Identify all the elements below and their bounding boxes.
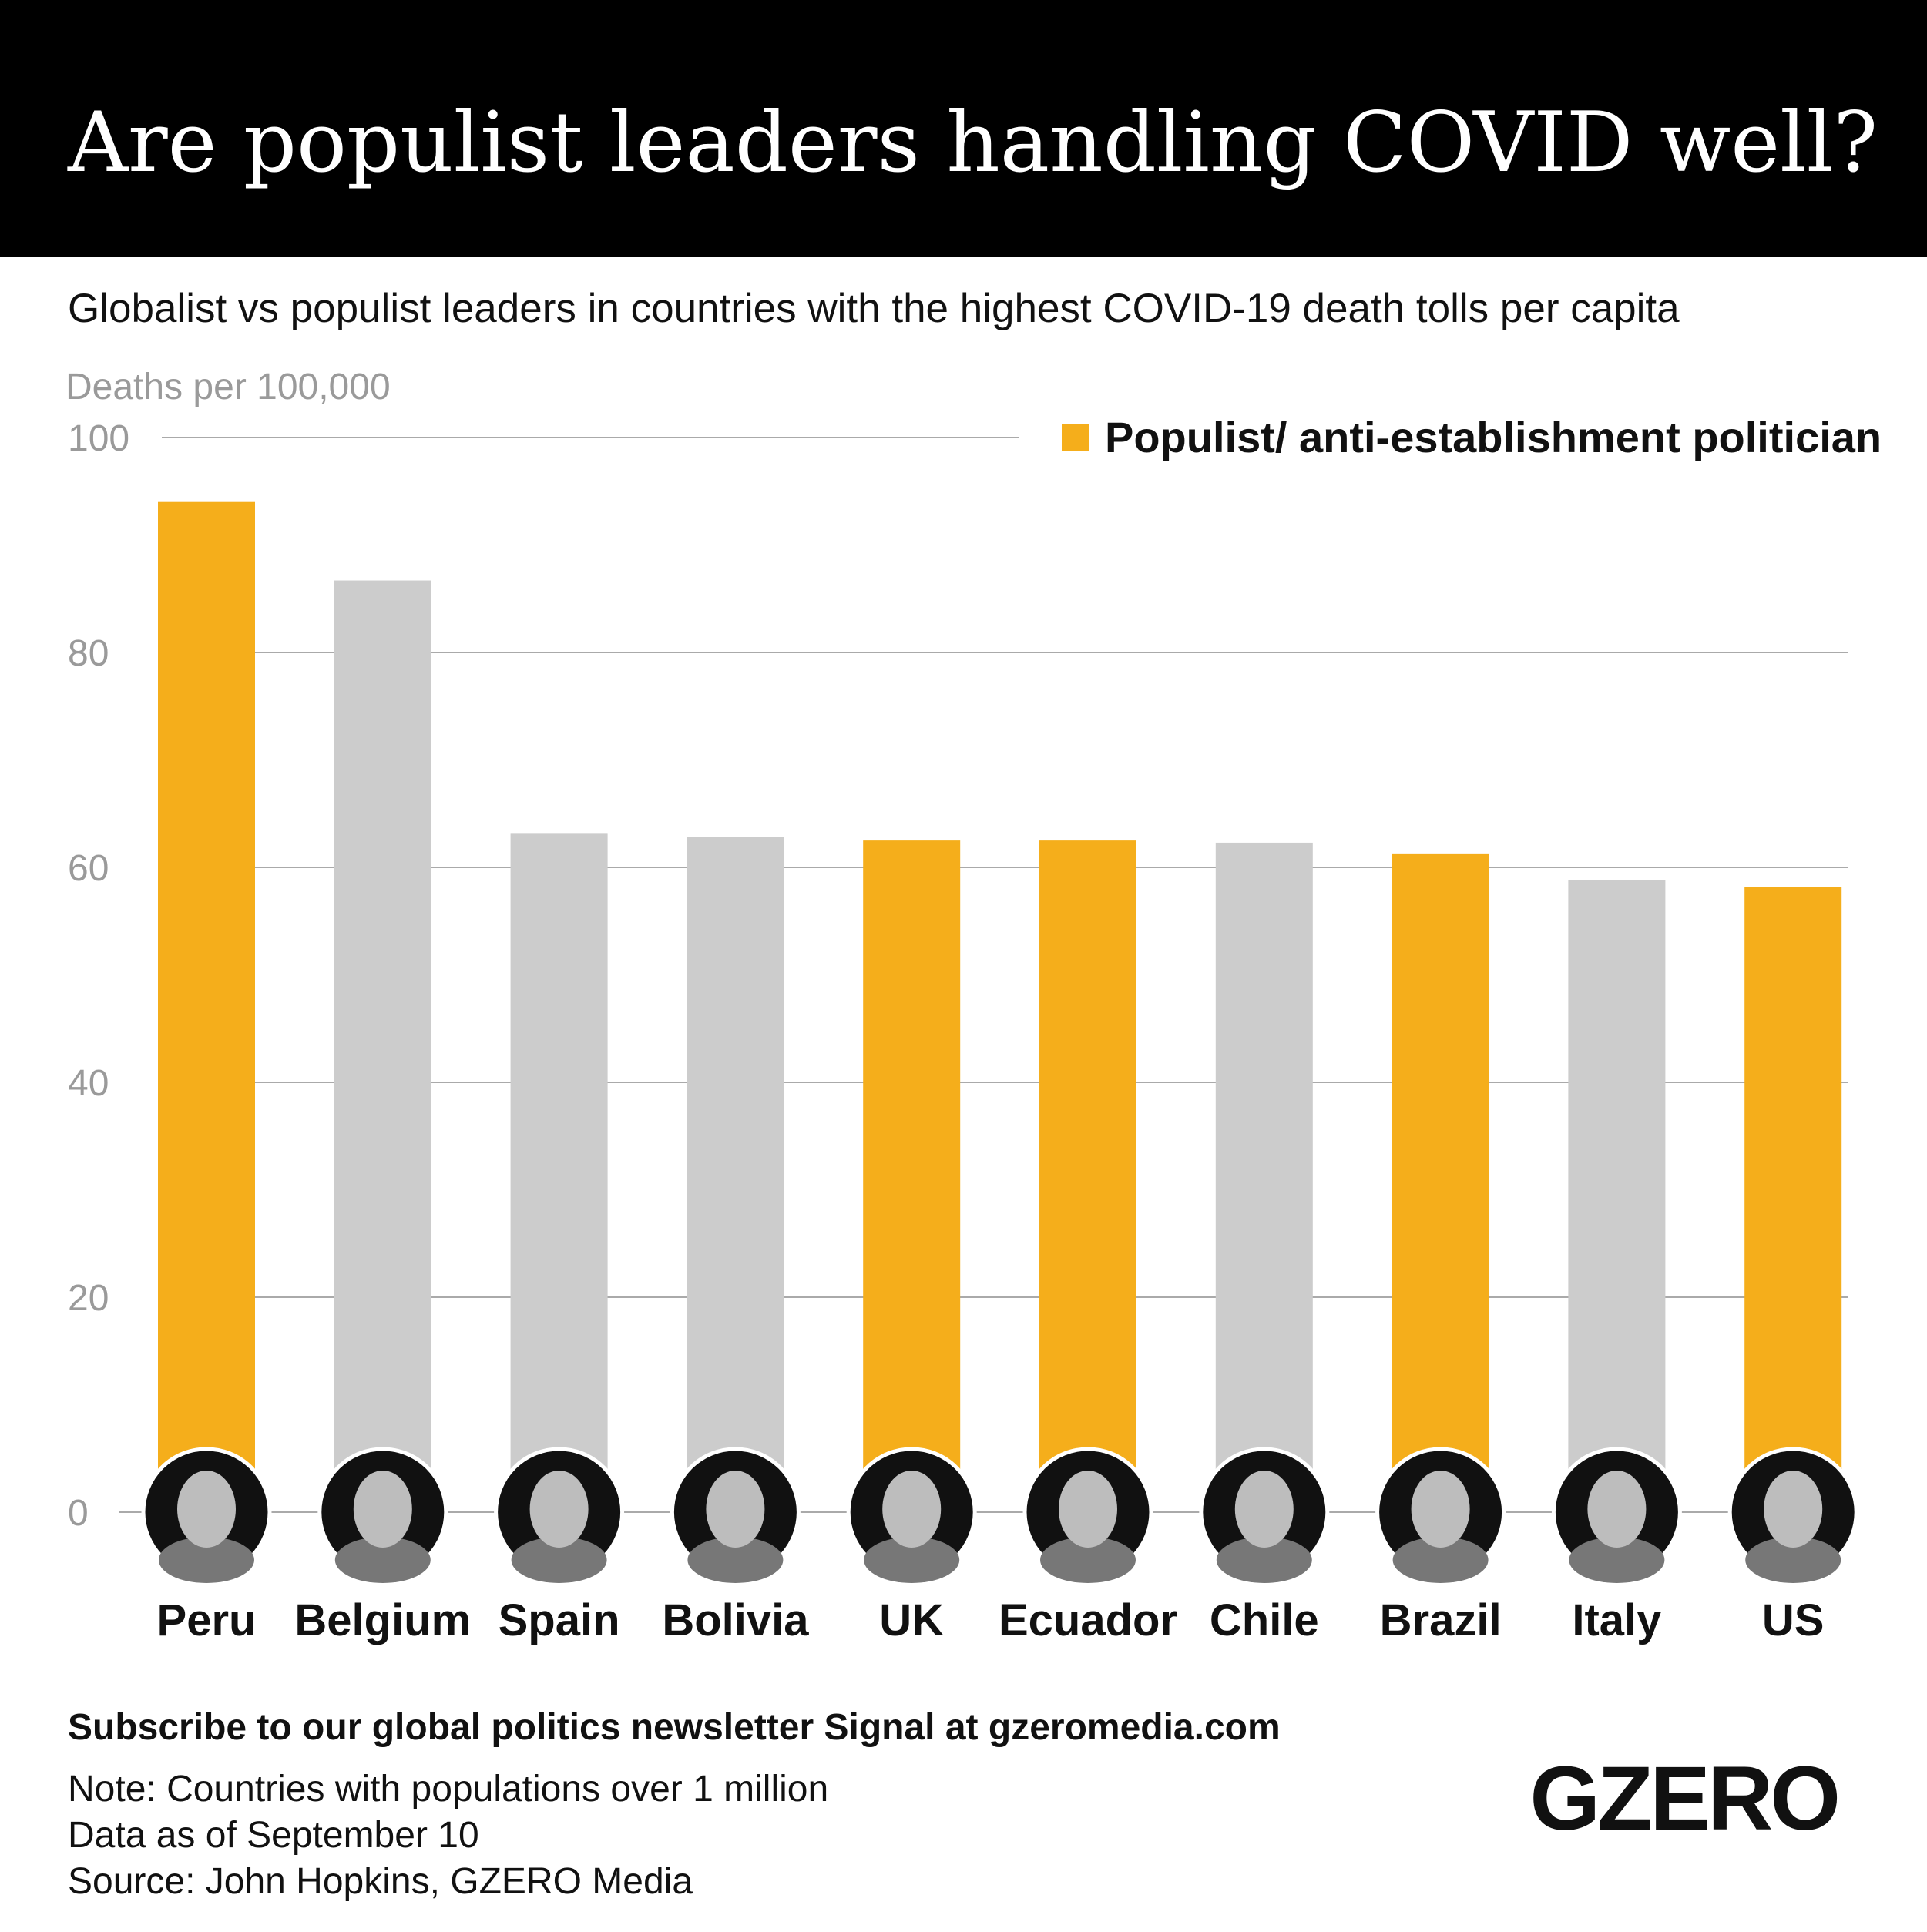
legend: Populist/ anti-establishment politician	[1062, 413, 1882, 461]
bar-chile	[1215, 842, 1313, 1512]
leader-portraits	[141, 1447, 1858, 1583]
y-tick-label: 20	[68, 1278, 109, 1319]
portrait-us	[1727, 1447, 1858, 1583]
portrait-face	[1411, 1471, 1470, 1548]
y-axis-label: Deaths per 100,000	[65, 367, 391, 408]
bar-brazil	[1392, 853, 1489, 1512]
y-tick-label: 80	[68, 633, 109, 674]
portrait-face	[706, 1471, 765, 1548]
portrait-face	[1764, 1471, 1823, 1548]
portrait-face	[177, 1471, 236, 1548]
bar-belgium	[334, 580, 431, 1513]
date-text: Data as of September 10	[68, 1815, 479, 1856]
portrait-face	[529, 1471, 589, 1548]
bar-bolivia	[687, 837, 784, 1512]
portrait-ecuador	[1022, 1447, 1153, 1583]
portrait-shoulders	[687, 1537, 784, 1583]
portrait-face	[1587, 1471, 1647, 1548]
legend-swatch	[1062, 424, 1089, 451]
x-label-brazil: Brazil	[1380, 1595, 1502, 1645]
bar-uk	[863, 840, 961, 1512]
portrait-uk	[846, 1447, 977, 1583]
gzero-logo: GZERO	[1529, 1748, 1838, 1850]
portrait-brazil	[1375, 1447, 1506, 1583]
subscribe-text: Subscribe to our global politics newslet…	[68, 1707, 1281, 1748]
portrait-shoulders	[159, 1537, 254, 1583]
x-label-us: US	[1762, 1595, 1825, 1645]
portrait-bolivia	[670, 1447, 801, 1583]
portrait-face	[1059, 1471, 1117, 1548]
header-band	[0, 0, 1927, 257]
bar-us	[1744, 887, 1842, 1512]
x-label-peru: Peru	[157, 1595, 257, 1645]
portrait-shoulders	[334, 1537, 431, 1583]
portrait-italy	[1551, 1447, 1682, 1583]
bar-peru	[158, 501, 255, 1513]
portrait-shoulders	[1040, 1537, 1136, 1583]
bar-ecuador	[1039, 840, 1136, 1512]
portrait-face	[1234, 1471, 1294, 1548]
y-tick-label: 100	[68, 418, 129, 459]
portrait-peru	[141, 1447, 272, 1583]
x-label-spain: Spain	[499, 1595, 620, 1645]
portrait-shoulders	[864, 1537, 960, 1583]
portrait-face	[882, 1471, 942, 1548]
x-label-italy: Italy	[1572, 1595, 1661, 1645]
y-tick-label: 0	[68, 1493, 89, 1534]
portrait-belgium	[317, 1447, 448, 1583]
portrait-shoulders	[511, 1537, 607, 1583]
y-tick-label: 60	[68, 848, 109, 889]
note-text: Note: Countries with populations over 1 …	[68, 1769, 828, 1810]
x-label-ecuador: Ecuador	[999, 1595, 1177, 1645]
portrait-shoulders	[1569, 1537, 1665, 1583]
x-label-bolivia: Bolivia	[662, 1595, 809, 1645]
portrait-chile	[1199, 1447, 1330, 1583]
x-label-belgium: Belgium	[294, 1595, 471, 1645]
chart-title: Are populist leaders handling COVID well…	[67, 95, 1878, 191]
portrait-shoulders	[1745, 1537, 1841, 1583]
source-text: Source: John Hopkins, GZERO Media	[68, 1861, 693, 1902]
portrait-shoulders	[1216, 1537, 1312, 1583]
y-tick-label: 40	[68, 1063, 109, 1104]
bar-italy	[1568, 880, 1666, 1512]
y-ticks: 0 20 40 60 80 100	[68, 418, 129, 1534]
portrait-spain	[494, 1447, 625, 1583]
x-labels: Peru Belgium Spain Bolivia UK Ecuador Chile Bra…	[157, 1595, 1825, 1645]
bars	[158, 501, 1842, 1513]
portrait-shoulders	[1392, 1537, 1489, 1583]
chart-subtitle: Globalist vs populist leaders in countri…	[68, 286, 1680, 331]
legend-label: Populist/ anti-establishment politician	[1105, 413, 1882, 461]
portrait-face	[353, 1471, 412, 1548]
bar-spain	[510, 833, 608, 1512]
x-label-uk: UK	[879, 1595, 944, 1645]
x-label-chile: Chile	[1210, 1595, 1319, 1645]
